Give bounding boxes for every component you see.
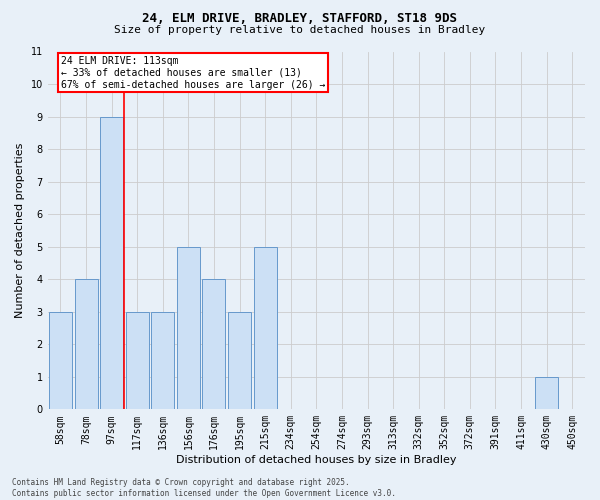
Bar: [100, 116, 123, 410]
Bar: [151, 312, 175, 410]
X-axis label: Distribution of detached houses by size in Bradley: Distribution of detached houses by size …: [176, 455, 457, 465]
Bar: [228, 312, 251, 410]
Bar: [535, 377, 558, 410]
Bar: [177, 246, 200, 410]
Text: 24 ELM DRIVE: 113sqm
← 33% of detached houses are smaller (13)
67% of semi-detac: 24 ELM DRIVE: 113sqm ← 33% of detached h…: [61, 56, 325, 90]
Bar: [49, 312, 72, 410]
Text: 24, ELM DRIVE, BRADLEY, STAFFORD, ST18 9DS: 24, ELM DRIVE, BRADLEY, STAFFORD, ST18 9…: [143, 12, 458, 26]
Bar: [74, 279, 98, 409]
Y-axis label: Number of detached properties: Number of detached properties: [15, 142, 25, 318]
Bar: [254, 246, 277, 410]
Text: Contains HM Land Registry data © Crown copyright and database right 2025.
Contai: Contains HM Land Registry data © Crown c…: [12, 478, 396, 498]
Text: Size of property relative to detached houses in Bradley: Size of property relative to detached ho…: [115, 25, 485, 35]
Bar: [202, 279, 226, 409]
Bar: [126, 312, 149, 410]
